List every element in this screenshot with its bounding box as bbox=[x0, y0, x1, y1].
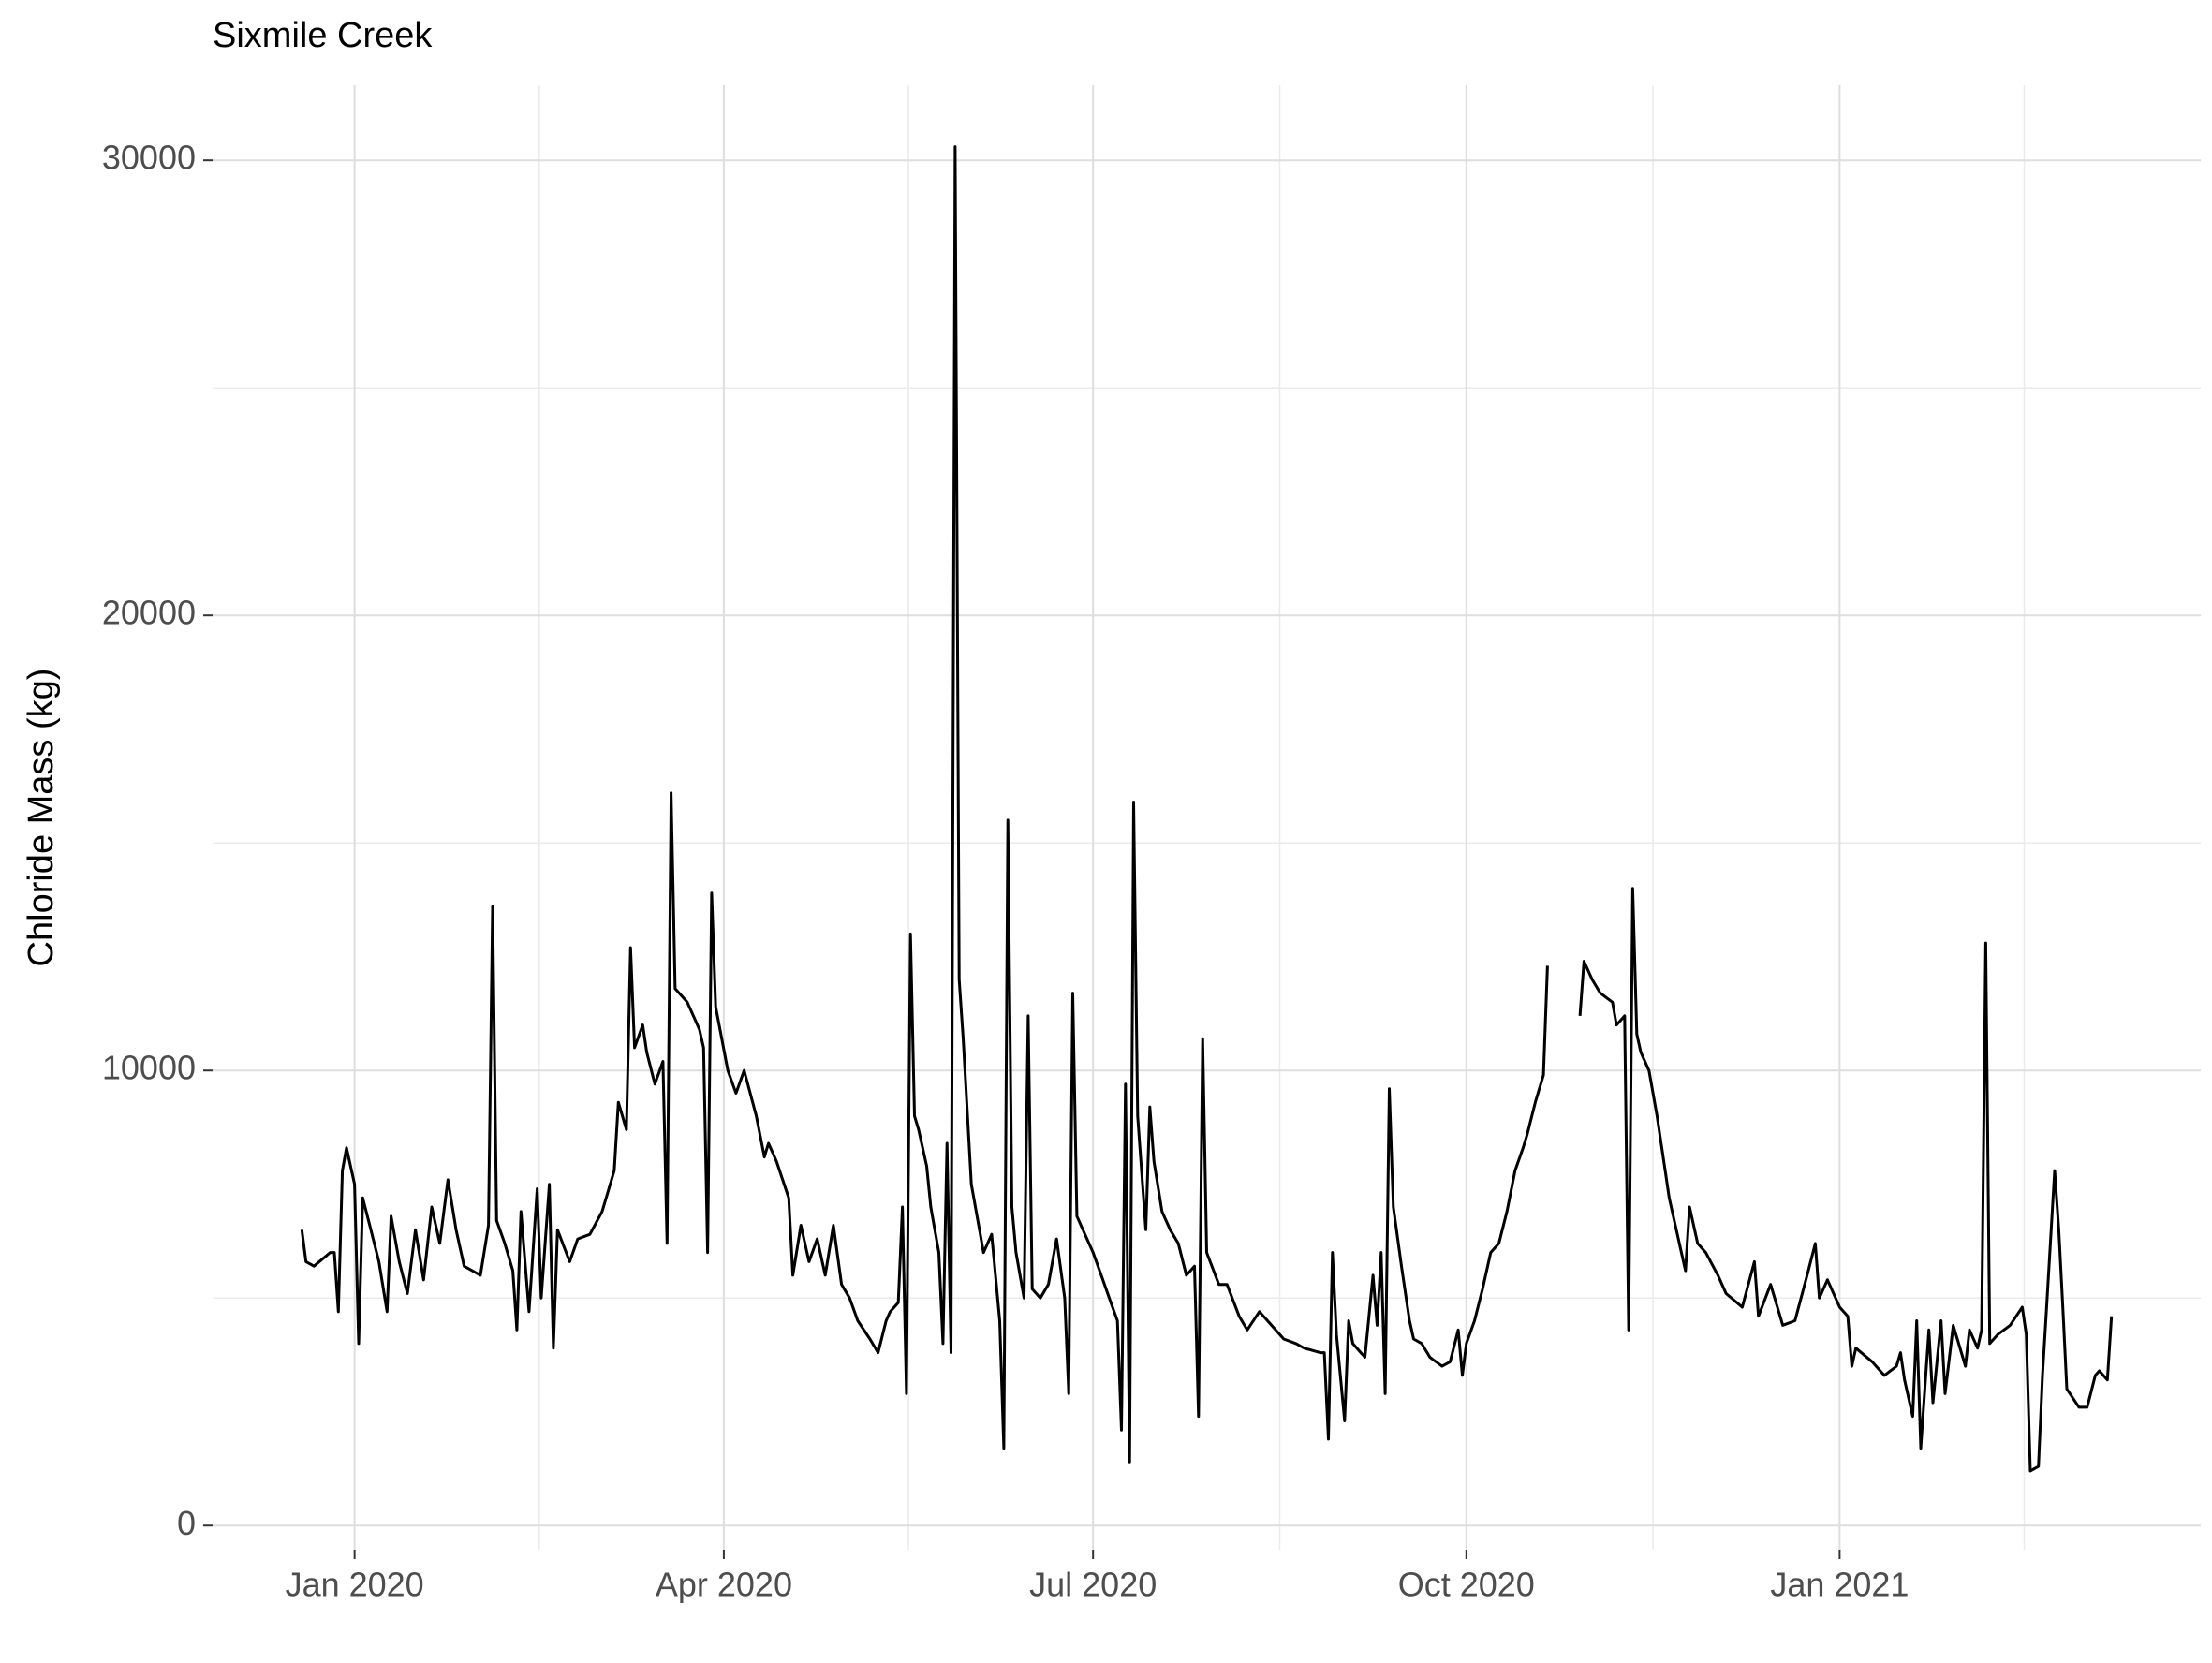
y-tick-label: 0 bbox=[177, 1504, 196, 1542]
chart-title: Sixmile Creek bbox=[213, 16, 433, 55]
x-tick-label: Jan 2020 bbox=[286, 1566, 424, 1604]
y-tick-label: 30000 bbox=[102, 139, 196, 177]
x-tick-label: Apr 2020 bbox=[656, 1566, 792, 1604]
x-tick-label: Jan 2021 bbox=[1770, 1566, 1909, 1604]
x-tick-label: Jul 2020 bbox=[1029, 1566, 1157, 1604]
x-tick-label: Oct 2020 bbox=[1398, 1566, 1535, 1604]
y-axis-label: Chloride Mass (kg) bbox=[22, 669, 61, 967]
y-tick-label: 10000 bbox=[102, 1049, 196, 1087]
data-line bbox=[300, 145, 2114, 1473]
y-tick-label: 20000 bbox=[102, 594, 196, 632]
